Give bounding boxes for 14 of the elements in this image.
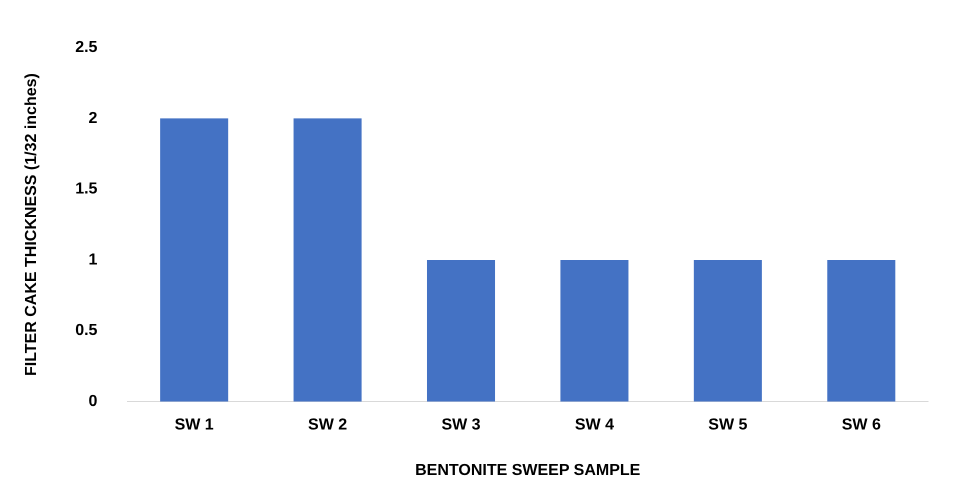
y-tick-label: 1.5 <box>75 180 98 198</box>
y-tick-label: 2.5 <box>75 39 98 56</box>
x-axis-title: BENTONITE SWEEP SAMPLE <box>415 462 641 479</box>
y-tick-label: 2 <box>88 110 98 127</box>
y-tick-label: 1 <box>88 251 98 268</box>
x-tick-label: SW 2 <box>308 416 348 434</box>
y-axis-title: FILTER CAKE THICKNESS (1/32 inches) <box>23 73 40 376</box>
x-tick-label: SW 3 <box>441 416 481 434</box>
x-tick-label: SW 4 <box>574 416 614 434</box>
x-tick-label: SW 5 <box>708 416 748 434</box>
y-tick-label: 0 <box>88 393 98 410</box>
y-tick-label: 0.5 <box>75 322 98 340</box>
x-tick-label: SW 6 <box>842 416 881 434</box>
x-tick-label: SW 1 <box>174 416 214 434</box>
